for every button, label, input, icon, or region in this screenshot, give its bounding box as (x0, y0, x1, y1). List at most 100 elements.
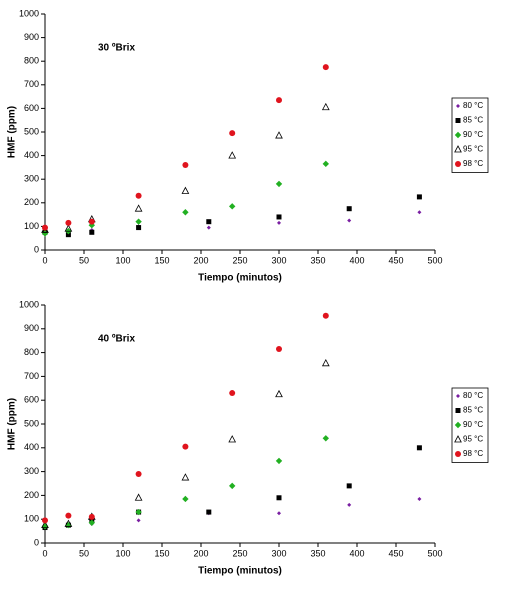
point (182, 209, 189, 216)
point (322, 312, 329, 319)
point (321, 358, 330, 367)
x-tick-label: 50 (79, 255, 89, 265)
point (41, 520, 49, 529)
point (228, 435, 237, 443)
legend-marker (455, 118, 461, 123)
point (136, 225, 142, 231)
point (228, 151, 237, 159)
point (206, 509, 212, 515)
x-tick-label: 500 (427, 548, 442, 558)
y-tick-label: 700 (24, 371, 39, 381)
point (181, 473, 190, 481)
point (135, 192, 142, 199)
y-axis-label: HMF (ppm) (7, 398, 18, 450)
x-tick-label: 50 (79, 548, 89, 558)
y-tick-label: 900 (24, 32, 39, 42)
point (277, 511, 281, 516)
x-axis-label: Tiempo (minutos) (198, 566, 282, 577)
point (88, 222, 95, 229)
point (275, 457, 283, 465)
y-tick-label: 200 (24, 197, 39, 207)
point (275, 389, 283, 398)
x-tick-label: 100 (115, 548, 130, 558)
point (417, 496, 422, 501)
y-tick-label: 800 (24, 56, 39, 66)
y-tick-label: 400 (24, 442, 39, 452)
legend-label: 90 °C (463, 420, 483, 429)
point (136, 518, 141, 523)
point (88, 519, 95, 526)
point (88, 218, 95, 225)
point (229, 130, 236, 137)
legend-label: 95 °C (463, 435, 483, 444)
point (64, 519, 73, 527)
legend-marker (455, 408, 461, 413)
legend-label: 90 °C (463, 130, 483, 139)
point (275, 180, 283, 188)
legend-marker (456, 104, 460, 108)
x-tick-label: 150 (154, 548, 169, 558)
point (206, 219, 212, 225)
x-axis-label: Tiempo (minutos) (198, 273, 282, 284)
point (322, 160, 329, 168)
y-tick-label: 500 (24, 126, 39, 136)
legend-marker (455, 161, 461, 167)
point (182, 495, 189, 503)
y-tick-label: 900 (24, 323, 39, 333)
y-tick-label: 1000 (19, 299, 39, 309)
x-tick-label: 200 (193, 548, 208, 558)
y-tick-label: 0 (34, 244, 39, 254)
y-tick-label: 400 (24, 150, 39, 160)
point (41, 230, 49, 237)
point (64, 224, 73, 232)
point (276, 214, 282, 220)
y-tick-label: 600 (24, 103, 39, 113)
point (135, 218, 142, 225)
x-tick-label: 100 (115, 255, 130, 265)
legend-marker (454, 421, 462, 429)
point (229, 203, 236, 210)
y-tick-label: 600 (24, 395, 39, 405)
y-tick-label: 800 (24, 347, 39, 357)
x-tick-label: 400 (349, 255, 364, 265)
x-tick-label: 400 (349, 548, 364, 558)
point (134, 493, 143, 501)
point (347, 218, 352, 223)
x-tick-label: 300 (271, 548, 286, 558)
x-tick-label: 200 (193, 255, 208, 265)
y-tick-label: 0 (34, 537, 39, 547)
point (89, 229, 95, 235)
point (135, 508, 142, 516)
point (276, 97, 282, 104)
y-tick-label: 1000 (19, 8, 39, 18)
point (417, 210, 422, 215)
point (65, 512, 72, 519)
point (65, 232, 71, 238)
point (346, 206, 352, 212)
point (346, 483, 352, 489)
legend-label: 98 °C (463, 449, 483, 458)
x-tick-label: 0 (42, 255, 47, 265)
legend-label: 95 °C (463, 145, 483, 154)
legend-marker (456, 394, 460, 398)
point (416, 194, 422, 200)
legend-marker (454, 145, 462, 153)
x-tick-label: 150 (154, 255, 169, 265)
legend-label: 85 °C (463, 116, 483, 125)
point (65, 219, 72, 226)
y-tick-label: 300 (24, 174, 39, 184)
x-tick-label: 250 (232, 548, 247, 558)
point (88, 513, 95, 520)
legend-label: 80 °C (463, 101, 483, 110)
point (347, 502, 352, 507)
point (322, 64, 329, 71)
point (322, 435, 329, 442)
legend-label: 98 °C (463, 159, 483, 168)
y-tick-label: 100 (24, 221, 39, 231)
x-tick-label: 250 (232, 255, 247, 265)
legend-marker (455, 451, 461, 457)
point (321, 102, 330, 111)
x-tick-label: 300 (271, 255, 286, 265)
